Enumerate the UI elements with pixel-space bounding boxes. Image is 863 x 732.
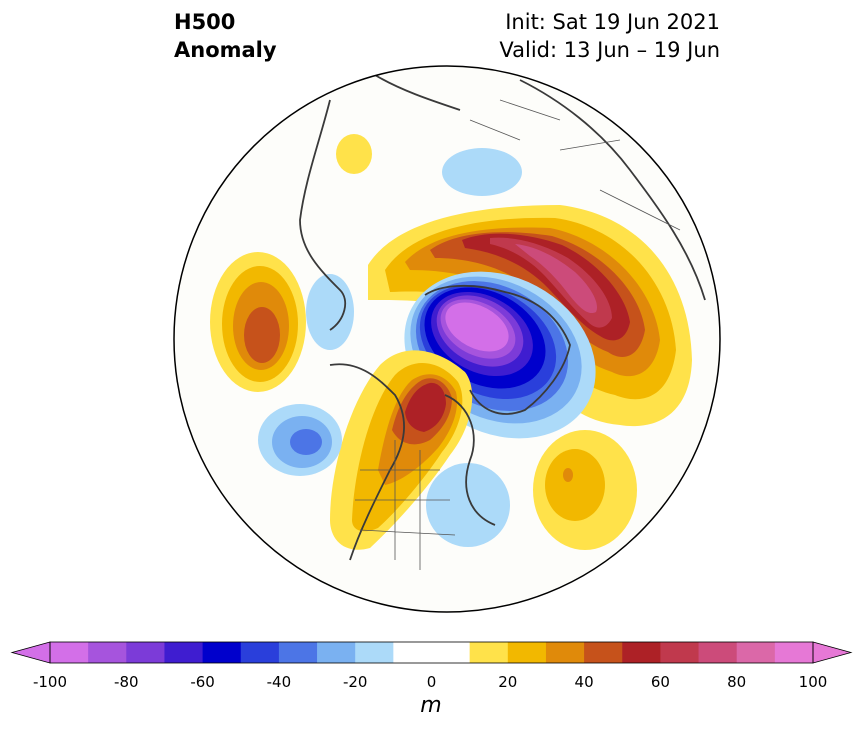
colorbar-cells [50,642,814,663]
polar-map [173,65,721,613]
trough-us-northeast [426,463,510,547]
trough-bering [306,274,354,350]
colorbar-tick-label: -80 [114,673,139,691]
variable-label: H500 [174,10,236,34]
ridge-scandinavia [336,134,372,174]
colorbar-tick-label: 80 [727,673,747,691]
colorbar-tick-label: -60 [190,673,215,691]
political-borders [355,99,681,570]
colorbar-tick-label: 40 [574,673,594,691]
colorbar-cell [698,642,738,663]
colorbar-cell [622,642,661,663]
colorbar-tick-label: 20 [498,673,518,691]
colorbar-cell [545,642,585,663]
title-right: Init: Sat 19 Jun 2021 Valid: 13 Jun – 19… [499,8,720,64]
colorbar-frame [49,641,814,664]
colorbar-cell [469,642,509,663]
ridge-pacific [210,252,306,392]
colorbar [10,641,853,664]
colorbar-cell [393,642,471,663]
coastlines [299,74,706,561]
ridge-atlantic [533,430,637,550]
colorbar-cell [88,642,127,663]
colorbar-tick-label: -100 [32,673,68,691]
init-label: Init: Sat 19 Jun 2021 [505,10,720,34]
field-label: Anomaly [174,38,277,62]
colorbar-cell [164,642,204,663]
colorbar-tick-label: -40 [266,673,292,691]
colorbar-cell [507,642,547,663]
colorbar-extend-low [10,641,51,664]
colorbar-cell [660,642,700,663]
colorbar-cell [774,642,814,663]
colorbar-unit: m [420,693,442,718]
colorbar-cell [202,642,242,663]
colorbar-tick-label: 0 [426,673,437,691]
colorbar-tick-label: -20 [342,673,368,691]
colorbar-cell [50,642,89,663]
colorbar-tick-label: 100 [798,673,828,691]
map-boundary [173,65,721,613]
colorbar-cell [584,642,623,663]
trough-europe [442,148,522,196]
colorbar-tick-label: 60 [650,673,670,691]
colorbar-cell [355,642,394,663]
colorbar-cell [240,642,280,663]
valid-label: Valid: 13 Jun – 19 Jun [499,38,720,62]
trough-pacific [258,404,342,476]
colorbar-extend-high [812,641,853,664]
colorbar-cell [317,642,356,663]
colorbar-cell [278,642,318,663]
title-left: H500 Anomaly [174,8,277,64]
colorbar-cell [736,642,776,663]
colorbar-cell [126,642,165,663]
anomaly-field [210,134,692,550]
